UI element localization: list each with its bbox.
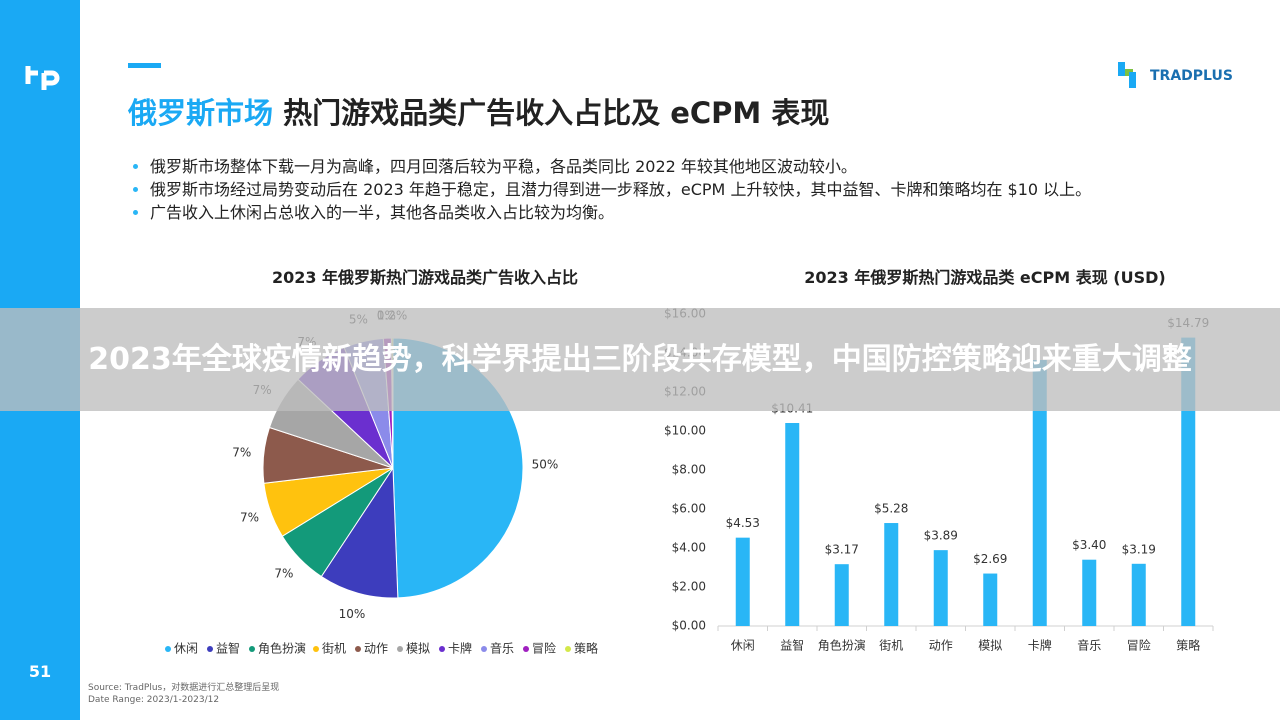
bar xyxy=(933,550,948,626)
y-tick-label: $2.00 xyxy=(672,580,706,594)
legend-swatch xyxy=(523,646,529,652)
bar xyxy=(735,537,750,626)
x-tick-label: 益智 xyxy=(780,638,804,653)
legend-swatch xyxy=(313,646,319,652)
bar-title: 2023 年俄罗斯热门游戏品类 eCPM 表现 (USD) xyxy=(804,268,1166,287)
y-tick-label: $10.00 xyxy=(664,424,706,438)
legend-label: 音乐 xyxy=(490,641,514,656)
y-tick-label: $8.00 xyxy=(672,463,706,477)
legend-label: 模拟 xyxy=(406,642,430,656)
x-tick-label: 街机 xyxy=(879,639,903,653)
source-line: Source: TradPlus，对数据进行汇总整理后呈现 xyxy=(88,683,280,693)
x-tick-label: 角色扮演 xyxy=(818,638,866,653)
headline-banner: 2023年全球疫情新趋势，科学界提出三阶段共存模型，中国防控策略迎来重大调整 xyxy=(0,308,1280,411)
title-accent xyxy=(128,63,161,68)
slice-label: 10% xyxy=(339,607,366,621)
legend-swatch xyxy=(439,646,445,652)
bar xyxy=(884,523,899,626)
bar xyxy=(983,573,998,626)
x-tick-label: 策略 xyxy=(1176,638,1200,653)
legend-label: 街机 xyxy=(322,642,346,656)
legend-swatch xyxy=(165,646,171,652)
x-tick-label: 休闲 xyxy=(731,639,755,653)
legend-label: 策略 xyxy=(574,641,598,656)
pie-title: 2023 年俄罗斯热门游戏品类广告收入占比 xyxy=(271,268,579,287)
slice-label: 7% xyxy=(274,566,293,580)
bar-value-label: $3.40 xyxy=(1072,538,1106,552)
legend-label: 冒险 xyxy=(532,641,556,656)
bullet-list: 俄罗斯市场整体下载一月为高峰，四月回落后较为平稳，各品类同比 2022 年较其他… xyxy=(128,155,1240,224)
bar-value-label: $4.53 xyxy=(726,516,760,530)
pie-slice xyxy=(320,466,399,599)
bar xyxy=(785,423,800,626)
slice-label: 50% xyxy=(532,458,559,472)
bar-value-label: $5.28 xyxy=(874,502,908,516)
date-line: Date Range: 2023/1-2023/12 xyxy=(88,695,220,705)
headline: 2023年全球疫情新趋势，科学界提出三阶段共存模型，中国防控策略迎来重大调整 xyxy=(88,341,1192,377)
bar-value-label: $3.17 xyxy=(825,543,859,557)
brand-logo xyxy=(1118,62,1136,88)
legend-label: 动作 xyxy=(364,642,388,656)
bar xyxy=(1032,360,1047,626)
legend-label: 休闲 xyxy=(174,642,198,656)
bar xyxy=(1131,563,1146,626)
bar-value-label: $3.19 xyxy=(1122,542,1156,556)
x-tick-label: 音乐 xyxy=(1077,638,1101,653)
source-note: Source: TradPlus，对数据进行汇总整理后呈现 Date Range:… xyxy=(88,682,279,706)
legend-swatch xyxy=(397,646,403,652)
page-number: 51 xyxy=(28,662,52,681)
y-tick-label: $4.00 xyxy=(672,541,706,555)
bar-value-label: $3.89 xyxy=(924,529,958,543)
bar xyxy=(1082,559,1097,626)
title-highlight: 俄罗斯市场 xyxy=(128,96,274,130)
title-rest: 热门游戏品类广告收入占比及 eCPM 表现 xyxy=(283,96,830,130)
legend-label: 益智 xyxy=(216,641,240,656)
legend-swatch xyxy=(565,646,571,652)
legend-swatch xyxy=(481,646,487,652)
legend-label: 角色扮演 xyxy=(258,641,306,656)
slide-title: 俄罗斯市场 热门游戏品类广告收入占比及 eCPM 表现 xyxy=(128,90,829,132)
slice-label: 7% xyxy=(232,445,251,459)
x-tick-label: 冒险 xyxy=(1127,638,1151,653)
x-tick-label: 动作 xyxy=(929,639,953,653)
y-tick-label: $6.00 xyxy=(672,502,706,516)
legend-label: 卡牌 xyxy=(448,642,472,656)
bullet: 俄罗斯市场经过局势变动后在 2023 年趋于稳定，且潜力得到进一步释放，eCPM… xyxy=(150,178,1240,201)
brand-name: TRADPLUS xyxy=(1150,68,1233,84)
slice-label: 7% xyxy=(240,511,259,525)
y-tick-label: $0.00 xyxy=(672,619,706,633)
x-tick-label: 卡牌 xyxy=(1028,639,1052,653)
bullet: 广告收入上休闲占总收入的一半，其他各品类收入占比较为均衡。 xyxy=(150,201,1240,224)
legend-swatch xyxy=(207,646,213,652)
bar xyxy=(834,564,849,626)
x-tick-label: 模拟 xyxy=(978,639,1002,653)
bullet: 俄罗斯市场整体下载一月为高峰，四月回落后较为平稳，各品类同比 2022 年较其他… xyxy=(150,155,1240,178)
legend-swatch xyxy=(355,646,361,652)
side-logo xyxy=(25,66,60,90)
bar-value-label: $2.69 xyxy=(973,552,1007,566)
legend-swatch xyxy=(249,646,255,652)
